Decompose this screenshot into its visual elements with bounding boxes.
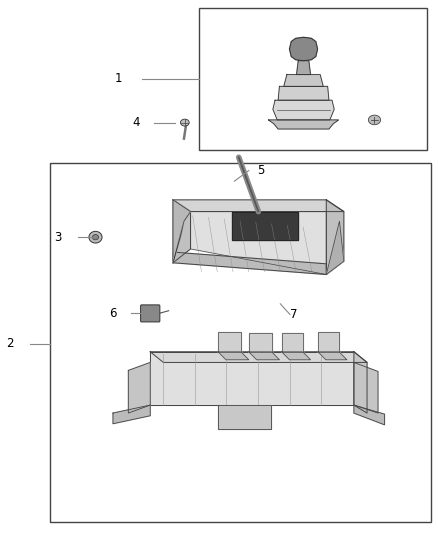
- Bar: [199, 8, 427, 150]
- Polygon shape: [218, 352, 249, 360]
- Text: 5: 5: [257, 164, 264, 177]
- Ellipse shape: [368, 115, 381, 125]
- Text: 2: 2: [6, 337, 14, 350]
- Polygon shape: [318, 332, 339, 352]
- Polygon shape: [173, 200, 191, 263]
- Polygon shape: [318, 352, 347, 360]
- Text: 6: 6: [109, 307, 117, 320]
- Polygon shape: [150, 352, 354, 405]
- Polygon shape: [284, 75, 323, 86]
- Polygon shape: [282, 352, 311, 360]
- Polygon shape: [173, 221, 184, 263]
- Polygon shape: [191, 212, 326, 274]
- Ellipse shape: [180, 119, 189, 126]
- Polygon shape: [218, 405, 271, 429]
- FancyBboxPatch shape: [141, 305, 160, 322]
- Polygon shape: [354, 362, 378, 413]
- Polygon shape: [173, 200, 344, 212]
- Polygon shape: [128, 362, 150, 413]
- Polygon shape: [173, 200, 191, 263]
- Polygon shape: [278, 86, 329, 100]
- Ellipse shape: [89, 231, 102, 243]
- Text: 1: 1: [114, 72, 122, 85]
- Text: 4: 4: [132, 116, 140, 129]
- Polygon shape: [218, 332, 241, 352]
- Polygon shape: [232, 212, 298, 240]
- Bar: [50, 163, 431, 522]
- Ellipse shape: [92, 235, 99, 240]
- Polygon shape: [173, 252, 326, 274]
- Text: 3: 3: [55, 231, 62, 244]
- Polygon shape: [150, 352, 367, 362]
- Polygon shape: [282, 333, 303, 352]
- Polygon shape: [354, 405, 385, 425]
- Polygon shape: [290, 37, 318, 61]
- Polygon shape: [326, 200, 344, 274]
- Polygon shape: [273, 100, 334, 120]
- Polygon shape: [297, 61, 311, 75]
- Polygon shape: [249, 333, 272, 352]
- Polygon shape: [268, 120, 339, 129]
- Polygon shape: [326, 221, 344, 274]
- Polygon shape: [249, 352, 279, 360]
- Text: 7: 7: [290, 308, 297, 321]
- Polygon shape: [113, 405, 150, 424]
- Polygon shape: [354, 352, 367, 413]
